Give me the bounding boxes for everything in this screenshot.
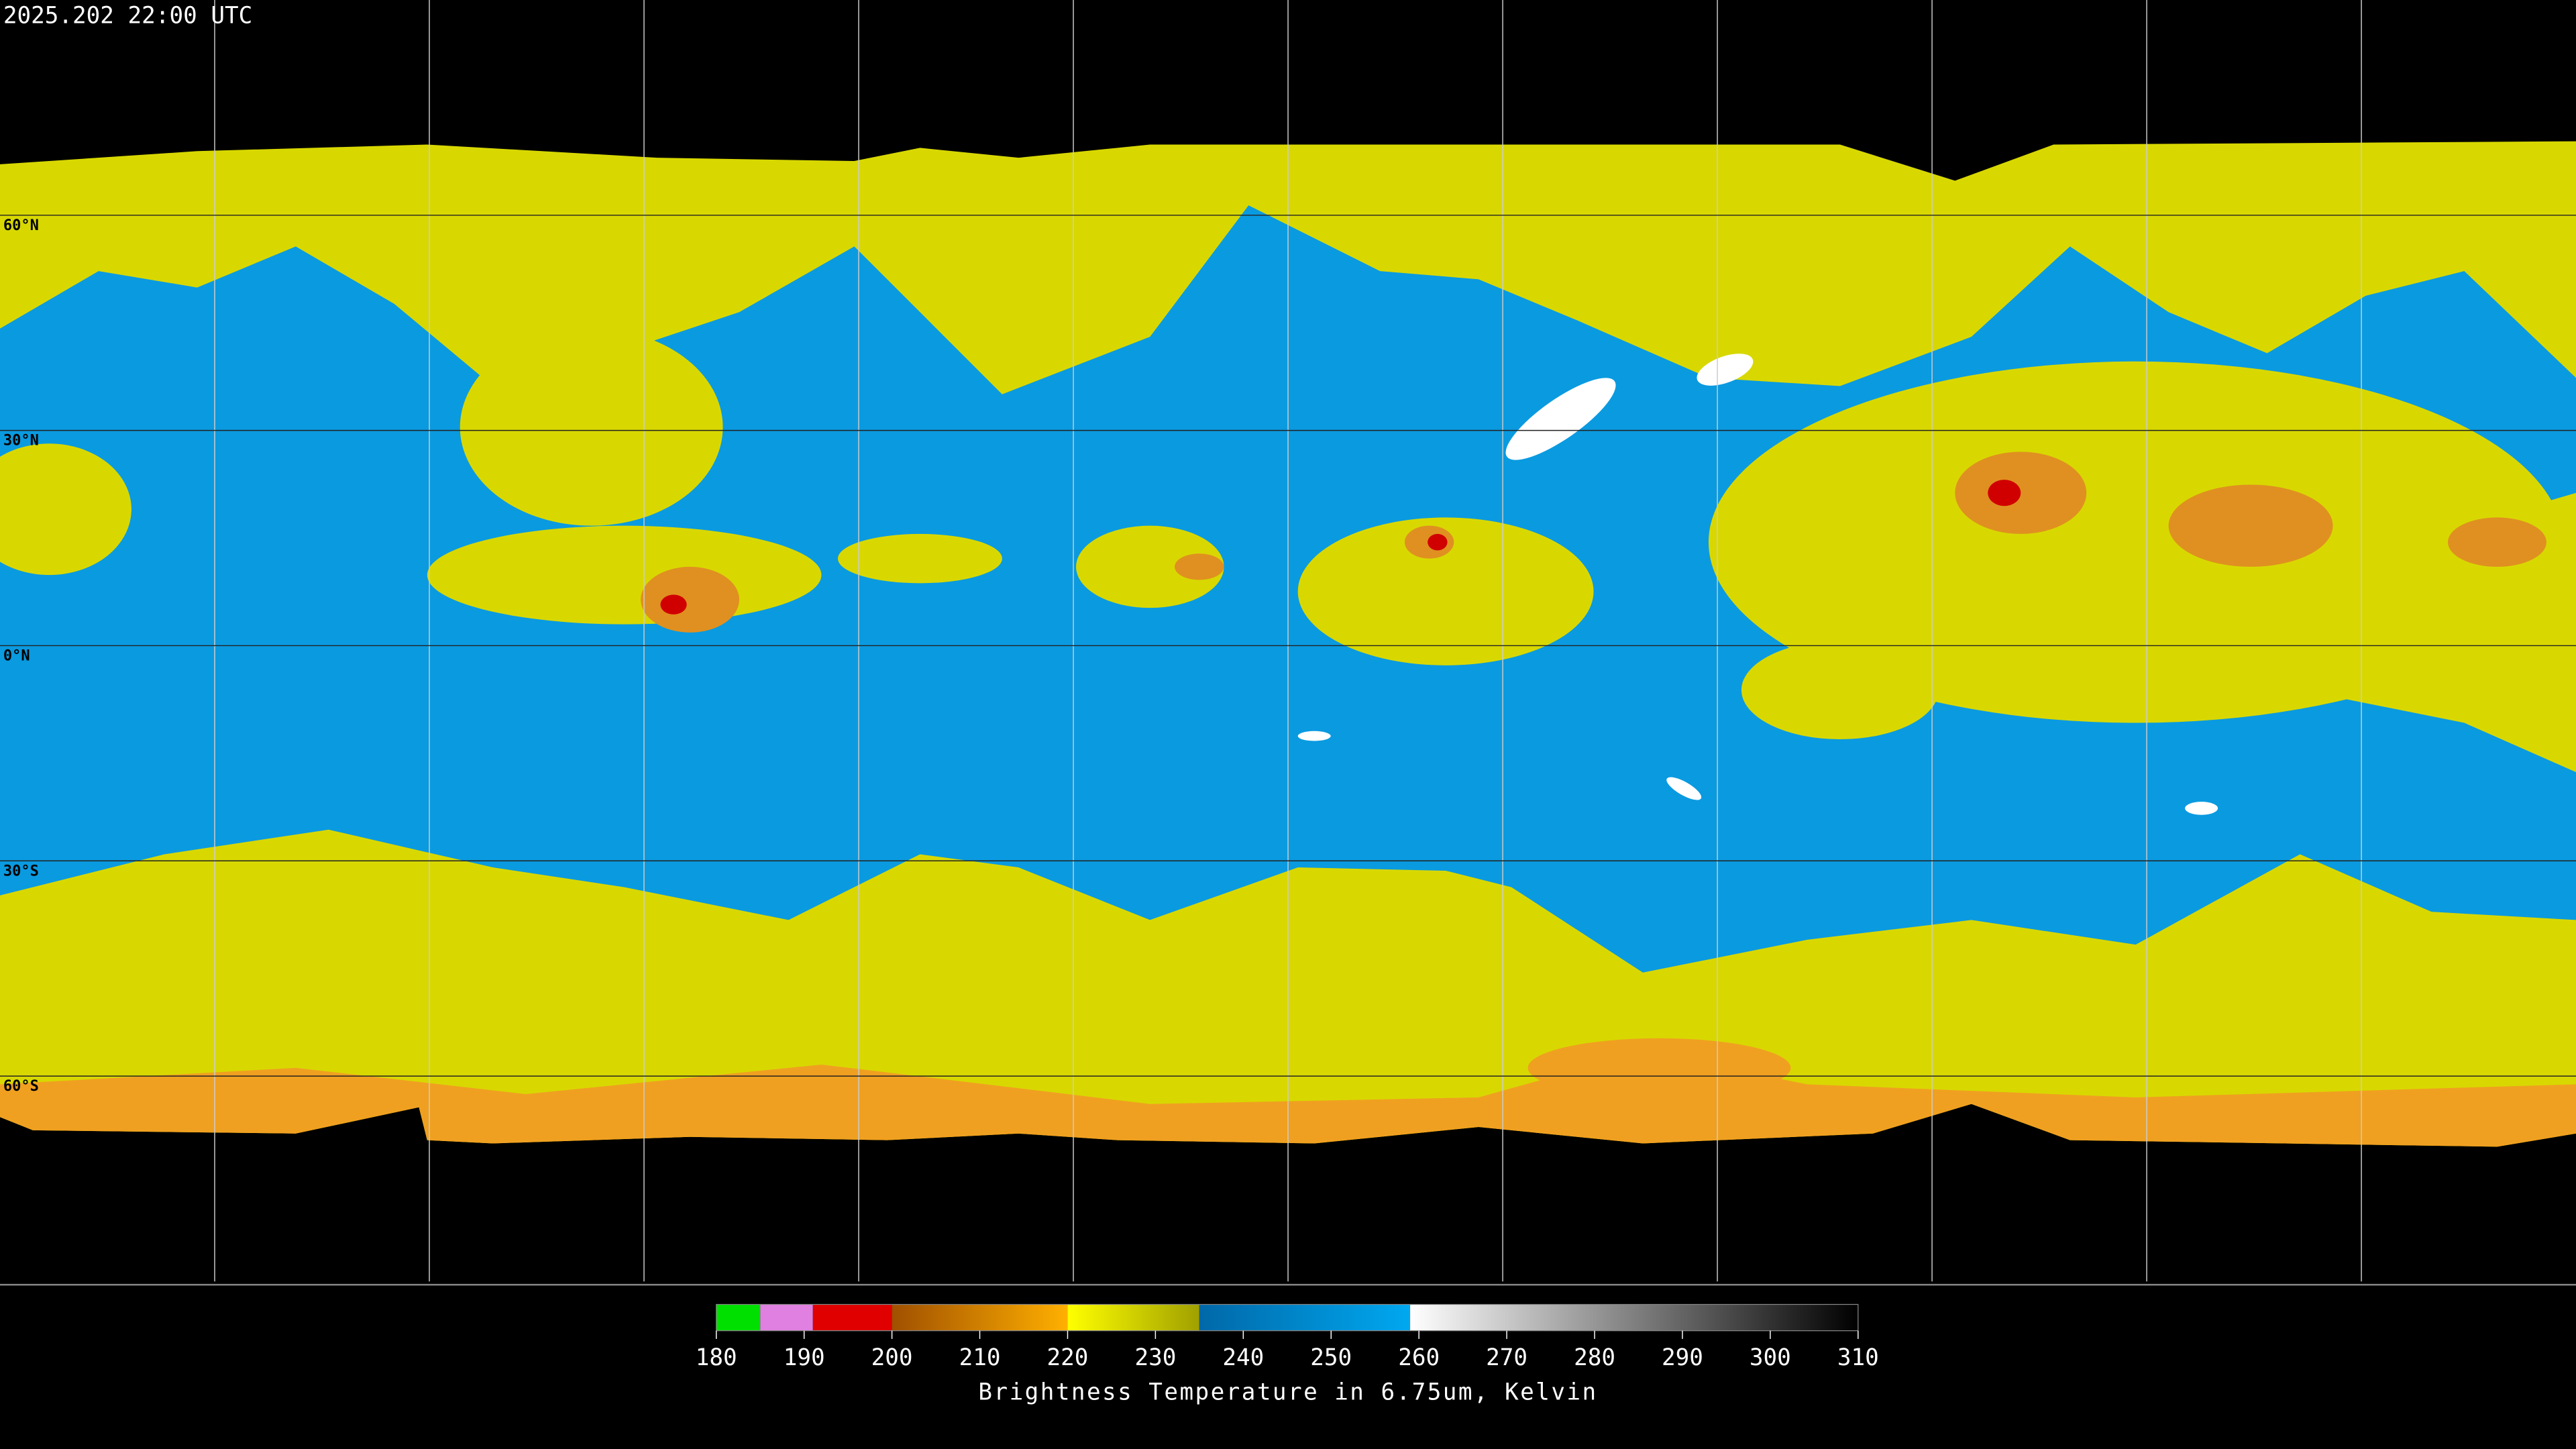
colorbar-segment: [812, 1304, 892, 1331]
cloud: [2168, 484, 2333, 567]
colorbar-tick-label: 190: [784, 1344, 825, 1371]
colorbar-tick-label: 200: [871, 1344, 913, 1371]
warm-spot: [1697, 354, 1754, 386]
warm-spot: [1297, 731, 1331, 741]
colorbar-segment: [716, 1304, 761, 1331]
colorbar-segment: [760, 1304, 813, 1331]
colorbar-tick-label: 240: [1222, 1344, 1264, 1371]
cloud: [2447, 517, 2546, 567]
cloud: [427, 525, 822, 625]
colorbar-tick-label: 220: [1047, 1344, 1089, 1371]
warm-spot: [2185, 802, 2218, 815]
colorbar-tick-label: 180: [696, 1344, 737, 1371]
colorbar-tick-label: 280: [1574, 1344, 1615, 1371]
colorbar-segment: [1067, 1304, 1199, 1331]
cloud: [460, 328, 723, 526]
cloud: [1741, 641, 1939, 740]
cloud: [1428, 533, 1448, 551]
warm-spot: [1666, 777, 1702, 800]
colorbar-tick-label: 300: [1750, 1344, 1791, 1371]
cloud: [1175, 553, 1224, 580]
latitude-label: 0°N: [3, 647, 30, 664]
cloud: [2448, 624, 2576, 723]
cloud: [0, 443, 131, 576]
latitude-label: 30°N: [3, 433, 39, 449]
colorbar-tick-label: 210: [959, 1344, 1001, 1371]
colorbar-tick-label: 290: [1662, 1344, 1703, 1371]
cloud: [837, 533, 1002, 584]
cloud: [641, 566, 740, 633]
cloud: [660, 594, 687, 614]
colorbar-tick-label: 310: [1837, 1344, 1879, 1371]
colorbar-tick-label: 270: [1486, 1344, 1527, 1371]
cloud: [1076, 525, 1224, 608]
cloud: [1527, 1038, 1791, 1097]
colorbar-title: Brightness Temperature in 6.75um, Kelvin: [978, 1379, 1597, 1406]
timestamp: 2025.202 22:00 UTC: [3, 2, 252, 29]
latitude-label: 60°S: [3, 1078, 39, 1095]
warm-spot: [1505, 378, 1616, 460]
cloud: [1297, 517, 1594, 665]
colorbar-tick-label: 260: [1398, 1344, 1440, 1371]
colorbar-segment: [1410, 1304, 1858, 1331]
colorbar-frame: [716, 1303, 1859, 1332]
colorbar-tick-label: 250: [1310, 1344, 1352, 1371]
colorbar-tick-label: 230: [1134, 1344, 1176, 1371]
latitude-label: 60°N: [3, 217, 39, 234]
cloud: [1988, 480, 2021, 506]
colorbar-segment: [1199, 1304, 1411, 1331]
latitude-label: 30°S: [3, 863, 39, 879]
colorbar-segment: [892, 1304, 1068, 1331]
